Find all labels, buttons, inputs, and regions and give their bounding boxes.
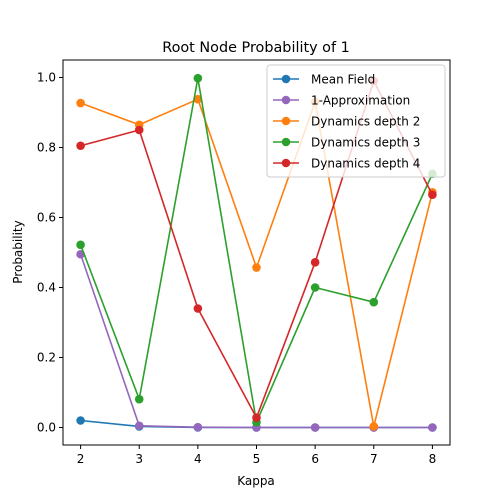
data-point-1-approximation — [310, 423, 320, 432]
data-point-dynamics-depth-2 — [369, 422, 379, 431]
data-point-dynamics-depth-3 — [310, 283, 320, 292]
data-point-dynamics-depth-3 — [76, 240, 85, 250]
data-point-dynamics-depth-4 — [76, 141, 85, 151]
y-tick-label: 0.0 — [37, 421, 56, 435]
x-tick-label: 6 — [311, 452, 319, 466]
data-point-dynamics-depth-3 — [134, 394, 144, 404]
x-tick-label: 8 — [429, 452, 437, 466]
data-point-dynamics-depth-3 — [193, 73, 203, 83]
y-tick-label: 0.2 — [37, 351, 56, 365]
data-point-dynamics-depth-4 — [252, 413, 261, 423]
y-tick-label: 0.4 — [37, 281, 56, 295]
data-point-dynamics-depth-3 — [369, 297, 379, 307]
data-point-1-approximation — [193, 422, 203, 432]
chart-title: Root Node Probability of 1 — [162, 40, 350, 56]
x-axis: 2 3 4 5 6 7 8 — [77, 445, 436, 466]
data-point-dynamics-depth-2 — [252, 263, 261, 272]
y-tick-label: 0.6 — [37, 211, 56, 225]
data-point-dynamics-depth-2 — [193, 94, 203, 104]
legend-label-dynamics-depth-4: Dynamics depth 4 — [311, 157, 420, 171]
x-tick-label: 5 — [253, 452, 261, 466]
legend-swatch-marker-1-approximation — [281, 95, 291, 105]
data-point-dynamics-depth-4 — [134, 125, 144, 135]
legend-frame — [266, 64, 446, 178]
legend-label-dynamics-depth-3: Dynamics depth 3 — [311, 136, 420, 150]
x-tick-label: 3 — [135, 452, 143, 466]
legend-swatch-marker-dynamics-depth-4 — [281, 158, 291, 168]
data-point-dynamics-depth-4 — [428, 190, 437, 200]
data-point-1-approximation — [134, 421, 144, 431]
legend-label-mean-field: Mean Field — [311, 73, 375, 87]
y-tick-label: 1.0 — [37, 71, 56, 85]
legend-label-1-approximation: 1-Approximation — [311, 94, 410, 108]
x-tick-label: 2 — [77, 452, 85, 466]
y-tick-label: 0.8 — [37, 141, 56, 155]
x-tick-label: 7 — [370, 452, 378, 466]
data-point-1-approximation — [428, 423, 437, 432]
x-tick-label: 4 — [194, 452, 202, 466]
plot-marks — [76, 73, 437, 432]
data-point-dynamics-depth-2 — [76, 98, 85, 108]
legend-swatch-marker-dynamics-depth-3 — [281, 137, 291, 147]
data-point-dynamics-depth-4 — [310, 258, 320, 267]
legend-label-dynamics-depth-2: Dynamics depth 2 — [311, 115, 420, 129]
legend-swatch-marker-mean-field — [281, 74, 291, 84]
legend-swatch-marker-dynamics-depth-2 — [281, 116, 291, 126]
legend: Mean Field 1-Approximation Dynamics depth … — [266, 64, 446, 178]
x-axis-label: Kappa — [237, 474, 275, 488]
data-point-mean-field — [76, 416, 85, 425]
y-axis: 0.0 0.2 0.4 0.6 0.8 1.0 — [37, 71, 63, 435]
y-axis-label: Probability — [11, 220, 25, 283]
data-point-dynamics-depth-4 — [193, 304, 203, 313]
